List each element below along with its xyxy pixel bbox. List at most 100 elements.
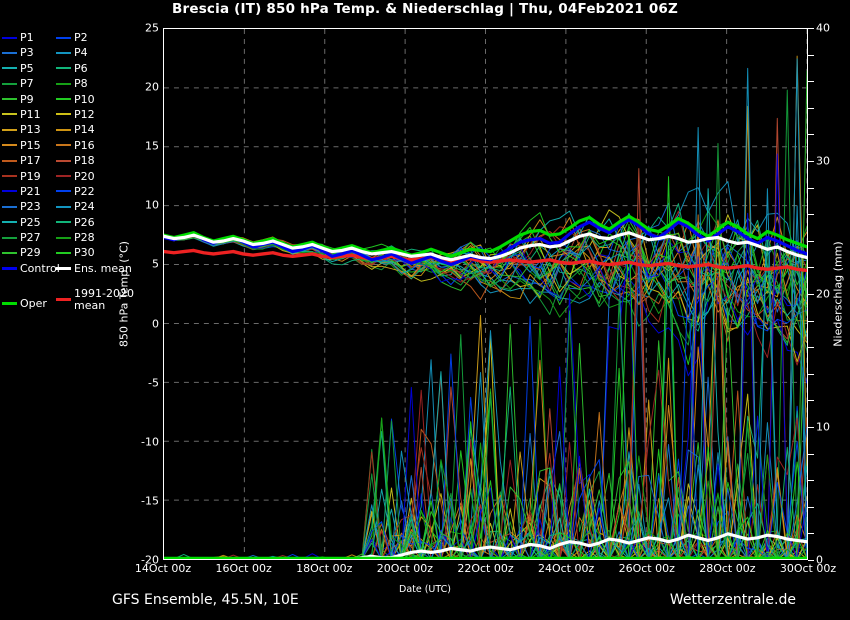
legend-item-label: P22 <box>74 184 95 198</box>
legend-item-control[interactable]: Control <box>2 263 60 274</box>
legend-item-p2[interactable]: P2 <box>56 32 88 43</box>
legend-color-swatch <box>56 175 71 178</box>
legend-color-swatch <box>56 51 71 54</box>
legend-item-label: P19 <box>20 169 41 183</box>
y-tick-left: -5 <box>148 376 159 390</box>
legend-item-p8[interactable]: P8 <box>56 78 88 89</box>
legend-item-p27[interactable]: P27 <box>2 232 41 243</box>
legend-color-swatch <box>56 128 71 131</box>
legend-item-p9[interactable]: P9 <box>2 94 34 105</box>
legend-item-p19[interactable]: P19 <box>2 171 41 182</box>
legend-item-label: P12 <box>74 107 95 121</box>
y-minor-tick <box>808 81 814 83</box>
y-axis-right-ticks: 0 10 20 30 40 <box>816 22 850 567</box>
legend-row: P5 P6 <box>0 63 150 78</box>
legend-color-swatch <box>2 144 17 147</box>
y-minor-tick <box>808 533 814 535</box>
legend-item-1991-2020-mean[interactable]: 1991-2020 mean <box>56 288 152 311</box>
x-tick-label: 22Oct 00z <box>457 562 514 575</box>
legend-item-p4[interactable]: P4 <box>56 47 88 58</box>
legend-item-p17[interactable]: P17 <box>2 155 41 166</box>
legend-item-p20[interactable]: P20 <box>56 171 95 182</box>
legend-color-swatch <box>56 144 71 147</box>
y-minor-tick <box>808 161 814 162</box>
y-tick-left: -10 <box>141 435 159 449</box>
legend-item-p12[interactable]: P12 <box>56 109 95 120</box>
y-tick-left: -20 <box>141 553 159 567</box>
legend-item-p28[interactable]: P28 <box>56 232 95 243</box>
y-tick-right: 30 <box>816 154 830 168</box>
legend-color-swatch <box>2 36 17 39</box>
legend-item-label: P27 <box>20 231 41 245</box>
y-tick-left: 15 <box>145 139 159 153</box>
x-tick-label: 16Oct 00z <box>215 562 272 575</box>
y-minor-tick <box>808 453 814 455</box>
legend-item-p30[interactable]: P30 <box>56 247 95 258</box>
legend-item-p1[interactable]: P1 <box>2 32 34 43</box>
legend-item-p14[interactable]: P14 <box>56 124 95 135</box>
legend-color-swatch <box>2 267 17 270</box>
legend-color-swatch <box>2 302 17 305</box>
legend-item-p15[interactable]: P15 <box>2 140 41 151</box>
x-tick-label: 18Oct 00z <box>296 562 353 575</box>
legend-color-swatch <box>56 36 71 39</box>
legend-item-p6[interactable]: P6 <box>56 63 88 74</box>
legend-item-ens-mean[interactable]: Ens. mean <box>56 263 132 274</box>
legend-color-swatch <box>2 159 17 162</box>
legend-item-label: P1 <box>20 31 34 44</box>
legend-item-label: P7 <box>20 77 34 91</box>
legend-item-oper[interactable]: Oper <box>2 298 47 309</box>
y-tick-right: 10 <box>816 420 830 434</box>
y-minor-tick <box>808 400 814 402</box>
legend-item-label: P30 <box>74 246 95 260</box>
legend-item-p22[interactable]: P22 <box>56 186 95 197</box>
legend-item-p23[interactable]: P23 <box>2 201 41 212</box>
y-minor-tick <box>808 240 814 242</box>
legend-item-p7[interactable]: P7 <box>2 78 34 89</box>
legend-item-p26[interactable]: P26 <box>56 217 95 228</box>
legend-item-p18[interactable]: P18 <box>56 155 95 166</box>
legend-item-p13[interactable]: P13 <box>2 124 41 135</box>
x-axis-ticks: 14Oct 00z 16Oct 00z 18Oct 00z 20Oct 00z 22Oc… <box>135 562 836 578</box>
legend-item-p3[interactable]: P3 <box>2 47 34 58</box>
legend-item-p10[interactable]: P10 <box>56 94 95 105</box>
legend-row: P29 P30 <box>0 247 150 262</box>
legend-color-swatch <box>56 159 71 162</box>
legend-color-swatch <box>56 82 71 85</box>
legend-item-p25[interactable]: P25 <box>2 217 41 228</box>
legend-item-label: P20 <box>74 169 95 183</box>
legend-color-swatch <box>56 267 71 270</box>
y-minor-tick <box>808 134 814 136</box>
legend-item-p21[interactable]: P21 <box>2 186 41 197</box>
legend-item-label: P14 <box>74 123 95 137</box>
legend-color-swatch <box>2 190 17 193</box>
legend-color-swatch <box>56 113 71 116</box>
legend-item-p29[interactable]: P29 <box>2 247 41 258</box>
source-label: Wetterzentrale.de <box>669 592 796 608</box>
legend-item-p24[interactable]: P24 <box>56 201 95 212</box>
legend-item-label: P17 <box>20 154 41 168</box>
legend-item-p16[interactable]: P16 <box>56 140 95 151</box>
plot-area <box>163 28 808 560</box>
y-tick-left: -15 <box>141 494 159 508</box>
legend-item-label: P25 <box>20 215 41 229</box>
y-axis-right-label: Niederschlag (mm) <box>831 241 845 347</box>
legend-item-p5[interactable]: P5 <box>2 63 34 74</box>
x-tick-label: 20Oct 00z <box>376 562 434 575</box>
y-tick-left: 10 <box>145 198 159 212</box>
legend-item-label: P6 <box>74 61 88 75</box>
y-minor-tick <box>808 560 814 561</box>
y-minor-tick <box>808 187 814 189</box>
legend-row: P13 P14 <box>0 124 150 139</box>
legend-item-label: P26 <box>74 215 95 229</box>
y-minor-tick <box>808 427 814 428</box>
y-tick-right: 0 <box>816 553 823 567</box>
y-minor-tick <box>808 54 814 56</box>
y-minor-tick <box>808 28 814 29</box>
legend: P1 P2 P3 P4 P5 P6 P7 P8 P9 P10 P11 P12 P13 P14 P15 P16 P… <box>0 32 150 263</box>
legend-item-p11[interactable]: P11 <box>2 109 41 120</box>
legend-row: P1 P2 <box>0 32 150 47</box>
legend-color-swatch <box>2 113 17 116</box>
legend-row: P17 P18 <box>0 155 150 170</box>
x-tick-label: 14Oct 00z <box>134 562 192 575</box>
